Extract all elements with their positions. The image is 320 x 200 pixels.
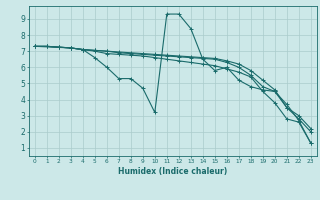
X-axis label: Humidex (Indice chaleur): Humidex (Indice chaleur): [118, 167, 228, 176]
